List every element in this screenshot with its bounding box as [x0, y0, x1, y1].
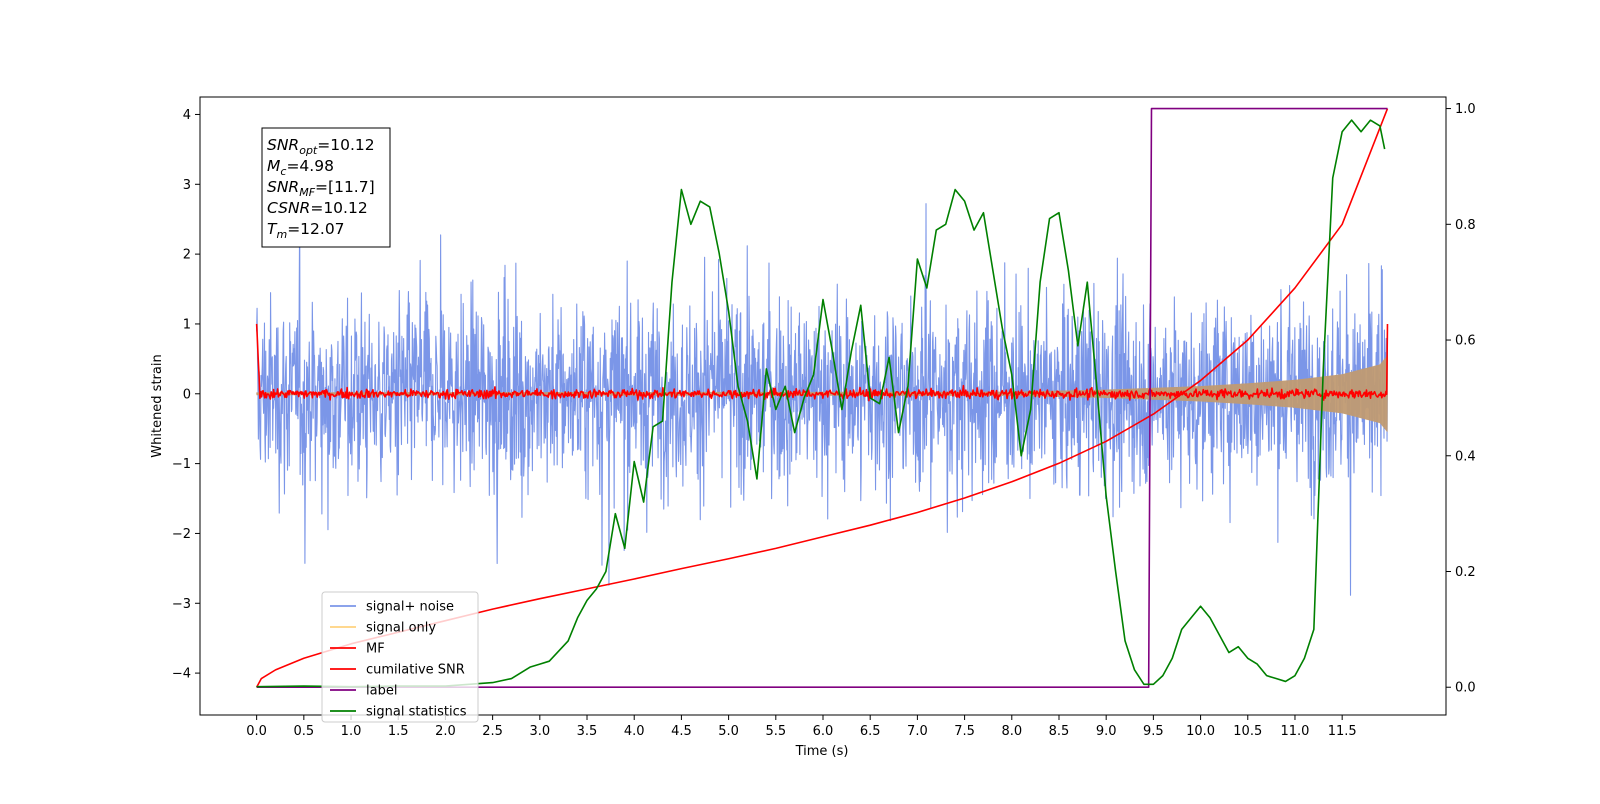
y2-tick-label: 0.8: [1455, 218, 1476, 233]
y2-tick-label: 0.4: [1455, 449, 1476, 464]
info-box-frame: [261, 127, 391, 248]
y-tick-label: 2: [183, 248, 191, 263]
x-tick-label: 10.0: [1186, 724, 1215, 739]
x-tick-label: 11.0: [1280, 724, 1309, 739]
x-tick-label: 2.0: [435, 724, 456, 739]
y-tick-label: 0: [183, 387, 191, 402]
series-label-line: [256, 107, 1388, 689]
y2-tick-label: 0.6: [1455, 334, 1476, 349]
x-tick-label: 9.0: [1096, 724, 1117, 739]
x-tick-label: 5.5: [765, 724, 786, 739]
info-line: SNRopt=10.12: [267, 136, 375, 157]
y-tick-label: −3: [172, 597, 191, 612]
info-sub: c: [280, 165, 286, 178]
x-tick-label: 0.0: [246, 724, 267, 739]
legend-label-label: label: [366, 684, 397, 699]
y-axis-left: −4 −3 −2 −1 0 1 2 3 4: [172, 108, 200, 682]
x-axis-label: Time (s): [795, 744, 849, 759]
legend-label-signal-statistics: signal statistics: [366, 705, 467, 720]
legend-label-cumilative-snr: cumilative SNR: [366, 663, 465, 678]
info-var: SNR: [267, 178, 299, 196]
y-tick-label: −2: [172, 527, 191, 542]
series-mf-line: [255, 323, 1389, 402]
info-value: =4.98: [286, 157, 334, 175]
x-tick-label: 3.0: [529, 724, 550, 739]
x-tick-label: 11.5: [1328, 724, 1357, 739]
x-tick-label: 10.5: [1233, 724, 1262, 739]
x-tick-label: 8.0: [1001, 724, 1022, 739]
x-tick-label: 4.5: [671, 724, 692, 739]
series-signal-statistics-line: [256, 119, 1386, 688]
info-value: =10.12: [317, 136, 374, 154]
info-value: =12.07: [287, 220, 344, 238]
info-var: CSNR: [267, 199, 310, 217]
info-var: SNR: [267, 136, 299, 154]
info-line: Tm=12.07: [267, 220, 345, 241]
y-axis-label: Whitened strain: [150, 354, 165, 457]
y2-tick-label: 0.2: [1455, 565, 1476, 580]
y-tick-label: −4: [172, 667, 191, 682]
info-var: M: [267, 157, 280, 175]
x-tick-label: 6.5: [860, 724, 881, 739]
series-signal-noise-line: [256, 203, 1389, 596]
legend-label-signal-noise: signal+ noise: [366, 600, 454, 615]
x-axis: 0.0 0.5 1.0 1.5 2.0 2.5 3.0 3.5 4.0 4.5 5.0 5.5 6.0 6…: [246, 715, 1357, 739]
y-axis-right: 0.0 0.2 0.4 0.6 0.8 1.0: [1446, 102, 1476, 696]
y2-tick-label: 0.0: [1455, 681, 1476, 696]
legend-frame: [321, 591, 479, 723]
y-tick-label: 3: [183, 178, 191, 193]
x-tick-label: 1.5: [388, 724, 409, 739]
info-box: SNRopt=10.12Mc=4.98SNRMF=[11.7]CSNR=10.1…: [261, 127, 391, 248]
legend-label-mf: MF: [366, 642, 385, 657]
x-tick-label: 3.5: [577, 724, 598, 739]
x-tick-label: 4.0: [624, 724, 645, 739]
y2-tick-label: 1.0: [1455, 102, 1476, 117]
info-sub: m: [276, 228, 287, 241]
info-sub: opt: [299, 144, 318, 157]
info-line: CSNR=10.12: [267, 199, 368, 217]
info-sub: MF: [299, 186, 315, 199]
legend: signal+ noise signal only MF cumilative SNR…: [321, 591, 479, 723]
legend-label-signal-only: signal only: [366, 621, 436, 636]
y-tick-label: 1: [183, 317, 191, 332]
x-tick-label: 7.5: [954, 724, 975, 739]
x-tick-label: 6.0: [813, 724, 834, 739]
info-value: =[11.7]: [315, 178, 375, 196]
x-tick-label: 2.5: [482, 724, 503, 739]
x-tick-label: 0.5: [293, 724, 314, 739]
info-line: SNRMF=[11.7]: [267, 178, 375, 199]
info-line: Mc=4.98: [267, 157, 334, 178]
info-var: T: [267, 220, 278, 238]
x-tick-label: 8.5: [1049, 724, 1070, 739]
x-tick-label: 9.5: [1143, 724, 1164, 739]
y-tick-label: −1: [172, 457, 191, 472]
x-tick-label: 1.0: [341, 724, 362, 739]
info-value: =10.12: [310, 199, 367, 217]
x-tick-label: 5.0: [718, 724, 739, 739]
x-tick-label: 7.0: [907, 724, 928, 739]
y-tick-label: 4: [183, 108, 191, 123]
